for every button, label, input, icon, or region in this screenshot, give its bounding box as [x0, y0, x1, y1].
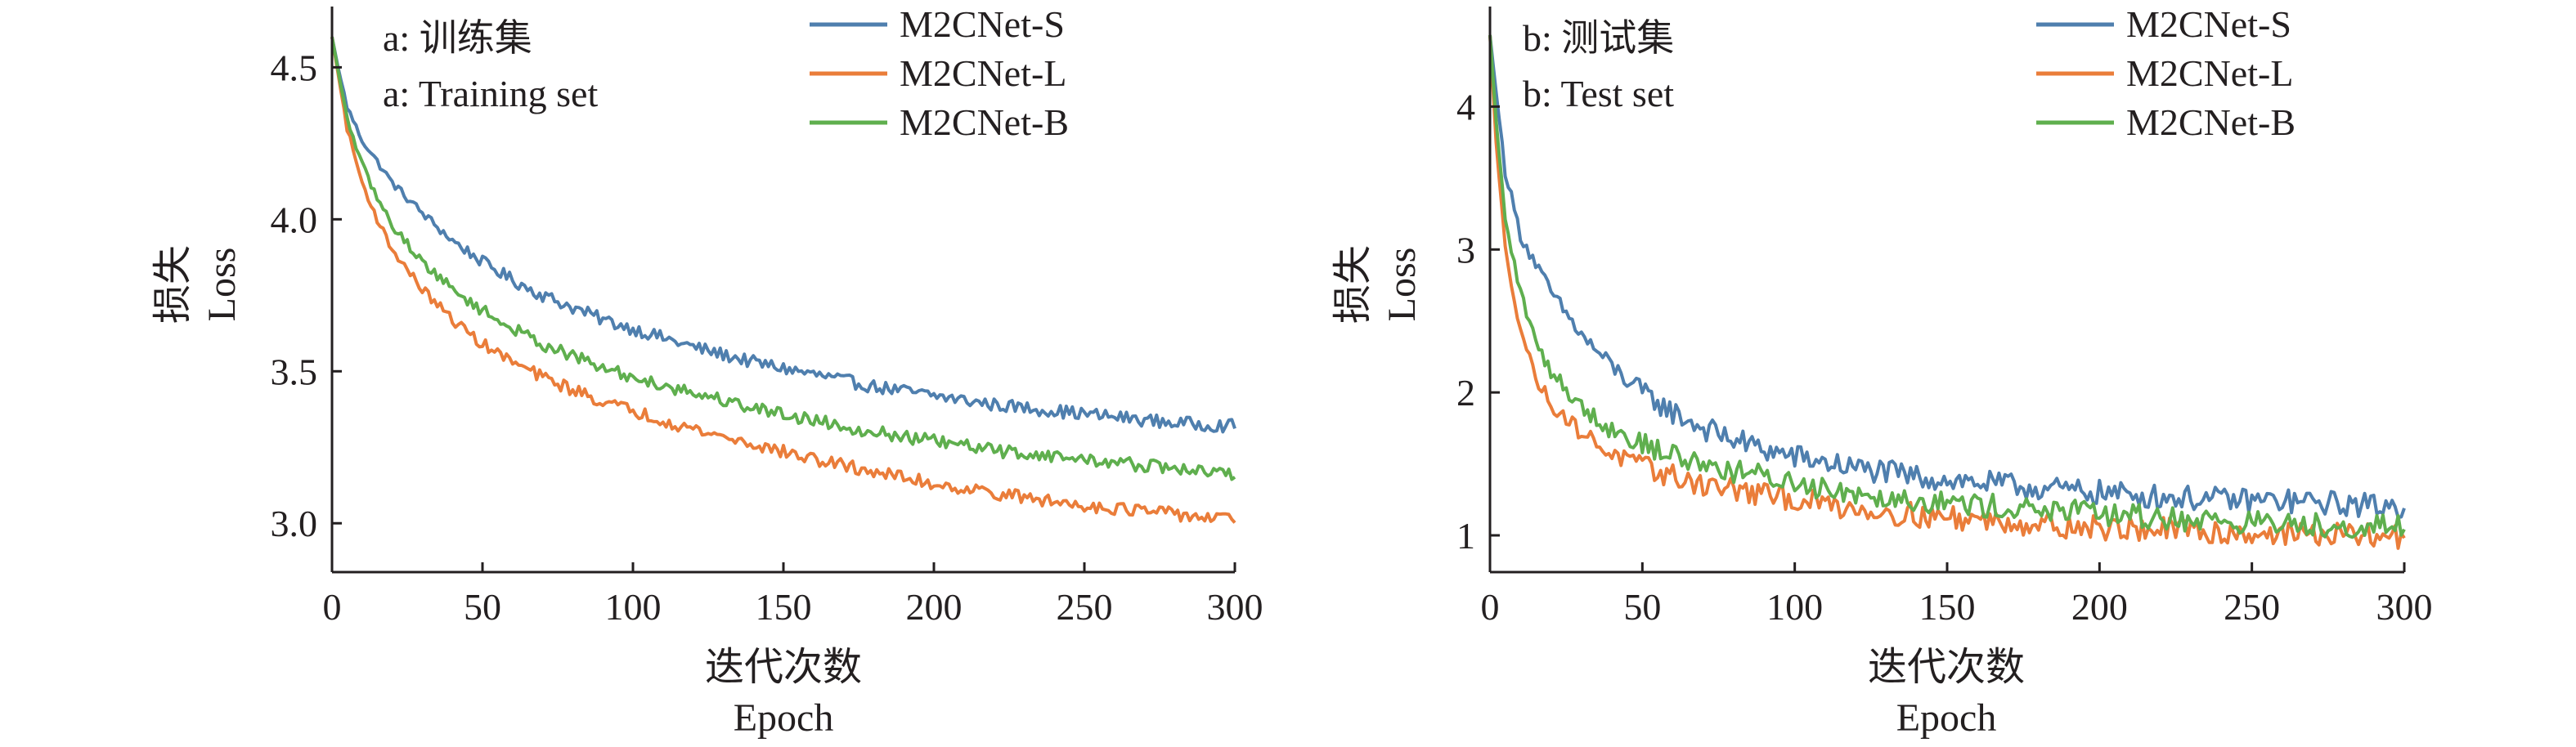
panel-b-label: b: 测试集 — [1523, 17, 1674, 59]
panel-b-xtick-label: 100 — [1766, 586, 1823, 628]
panel-a-legend-label-s: M2CNet-S — [900, 3, 1065, 45]
panel-a-ytick-label: 3.0 — [271, 503, 318, 544]
panel-a-xtick-label: 300 — [1207, 586, 1263, 628]
panel-b-xtick-label: 250 — [2224, 586, 2280, 628]
panel-b-legend-label-b: M2CNet-B — [2126, 101, 2296, 143]
panel-b-legend-label-l: M2CNet-L — [2126, 52, 2293, 94]
panel-a-series-b — [330, 36, 1236, 481]
panel-a-xtick-label: 0 — [323, 586, 342, 628]
panel-b-ytick-label: 2 — [1456, 372, 1475, 414]
panel-a-xlabel-en: Epoch — [734, 696, 834, 740]
panel-a-xtick-label: 100 — [605, 586, 662, 628]
panel-a-xtick-label: 50 — [464, 586, 501, 628]
panel-b-label-en: b: Test set — [1523, 73, 1674, 114]
panel-b-ticks: 0 50 100 150 200 250 300 1 2 3 4 — [1456, 86, 2433, 628]
panel-a-legend-label-b: M2CNet-B — [900, 101, 1069, 143]
panel-a-ylabel-en: Loss — [200, 248, 244, 322]
panel-a-training: 0 50 100 150 200 250 300 3.0 3.5 4.0 4.5 a: 训练集 a:… — [151, 3, 1263, 740]
panel-b-xtick-label: 50 — [1623, 586, 1661, 628]
panel-a-series-s — [330, 36, 1236, 434]
panel-a-legend-label-l: M2CNet-L — [900, 52, 1066, 94]
panel-a-xtick-label: 200 — [906, 586, 963, 628]
panel-b-legend-label-s: M2CNet-S — [2126, 3, 2291, 45]
panel-a-series-l — [330, 36, 1236, 524]
panel-a-xtick-label: 150 — [756, 586, 812, 628]
panel-a-ytick-label: 4.0 — [271, 199, 318, 240]
panel-a-ylabel: 损失 — [151, 245, 195, 324]
panel-a-label-en: a: Training set — [383, 73, 598, 114]
panel-b-ytick-label: 3 — [1456, 229, 1475, 271]
panel-a-ytick-label: 4.5 — [271, 47, 318, 88]
panel-b-xtick-label: 300 — [2376, 586, 2433, 628]
panel-b-legend: M2CNet-S M2CNet-L M2CNet-B — [2036, 3, 2296, 143]
panel-a-xlabel: 迭代次数 — [705, 646, 862, 689]
panel-b-xtick-label: 0 — [1481, 586, 1500, 628]
panel-b-lines — [1488, 34, 2406, 550]
panel-a-xtick-label: 250 — [1057, 586, 1113, 628]
panel-b-xtick-label: 200 — [2071, 586, 2128, 628]
panel-b-ytick-label: 1 — [1456, 515, 1475, 557]
panel-a-lines — [330, 36, 1236, 524]
panel-b-series-l — [1488, 34, 2406, 550]
panel-b-xlabel-en: Epoch — [1896, 696, 1997, 740]
panel-b-ylabel: 损失 — [1331, 245, 1375, 324]
panel-b-series-b — [1488, 34, 2406, 539]
panel-b-series-s — [1488, 34, 2406, 519]
panel-b-test: 0 50 100 150 200 250 300 1 2 3 4 b: 测试集 b: Test se… — [1331, 3, 2433, 740]
panel-a-label: a: 训练集 — [383, 17, 532, 59]
panel-a-ytick-label: 3.5 — [271, 351, 318, 392]
panel-b-ytick-label: 4 — [1456, 86, 1475, 127]
panel-b-ylabel-en: Loss — [1380, 248, 1424, 322]
panel-a-ticks: 0 50 100 150 200 250 300 3.0 3.5 4.0 4.5 — [271, 47, 1263, 628]
panel-b-xtick-label: 150 — [1919, 586, 1976, 628]
panel-b-xlabel: 迭代次数 — [1868, 646, 2025, 689]
panel-a-legend: M2CNet-S M2CNet-L M2CNet-B — [810, 3, 1069, 143]
